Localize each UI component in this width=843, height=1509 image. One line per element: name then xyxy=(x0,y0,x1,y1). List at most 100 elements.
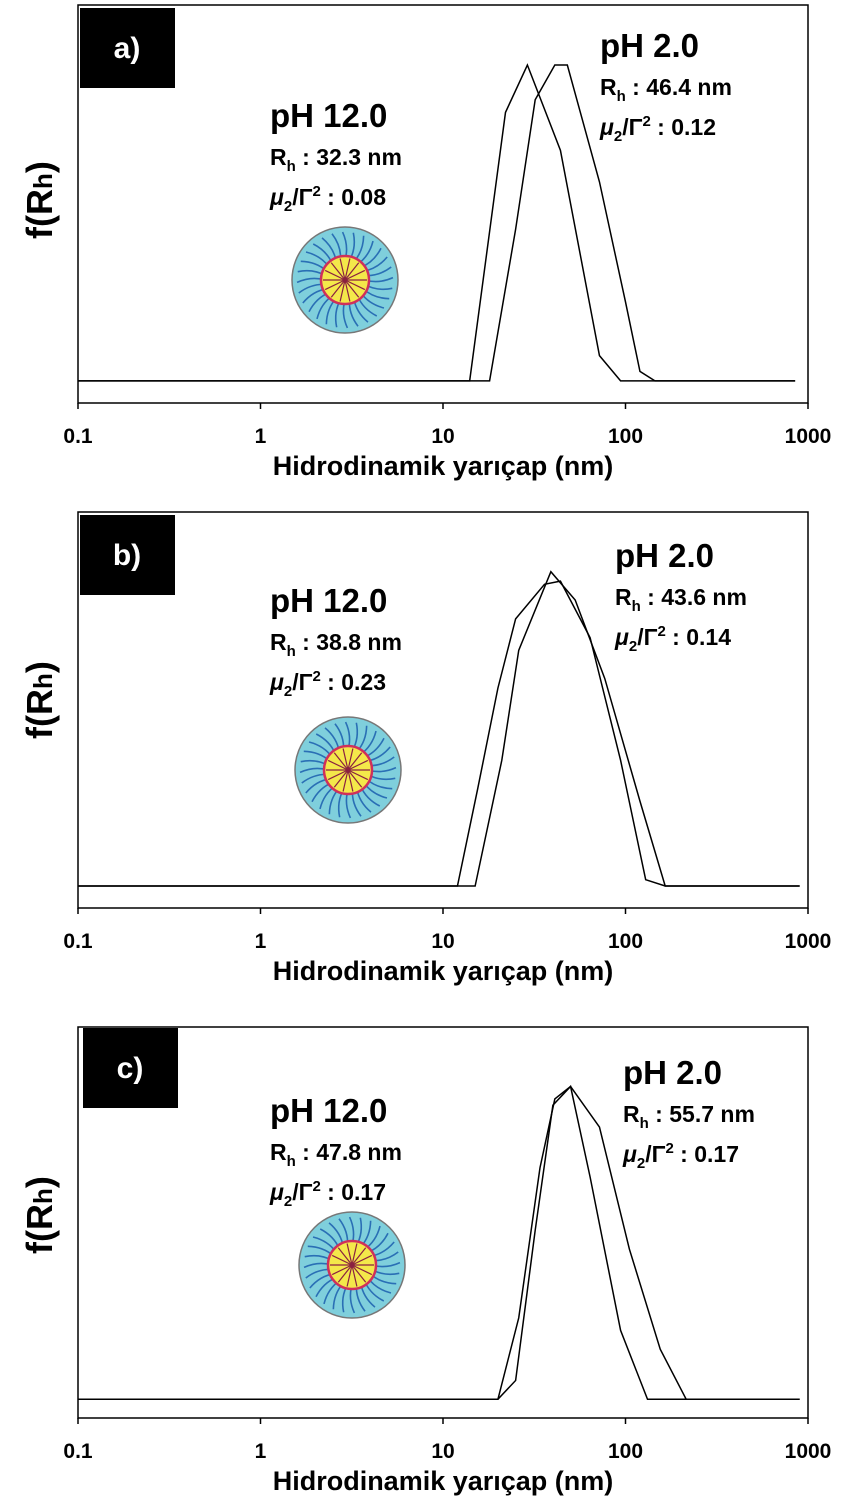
x-tick-label: 0.1 xyxy=(63,1440,93,1463)
micelle-core-chain xyxy=(327,759,349,771)
panel-label-box xyxy=(80,515,175,595)
micelle-core-chain xyxy=(339,258,346,281)
micelle-core-chain xyxy=(346,1243,353,1266)
annotation-part: /Γ xyxy=(622,114,642,140)
annotation-part: h xyxy=(287,158,296,175)
annotation-rh: Rh : 46.4 nm xyxy=(600,74,732,105)
annotation-part: h xyxy=(287,1153,296,1170)
annotation-title: pH 12.0 xyxy=(270,1092,387,1129)
x-tick-label: 100 xyxy=(608,425,643,448)
annotation-part: R xyxy=(270,1139,287,1165)
micelle-core-chain xyxy=(347,748,354,771)
x-tick-label: 1000 xyxy=(785,930,832,953)
y-axis-label-part: f(R xyxy=(19,1204,60,1254)
micelle-core-chain xyxy=(351,1247,367,1266)
data-line xyxy=(78,64,796,382)
x-tick-label: 10 xyxy=(431,930,454,953)
y-axis-label-part: ) xyxy=(19,1176,60,1188)
annotation-part: 2 xyxy=(629,638,637,655)
annotation-part: R xyxy=(623,1101,640,1127)
data-line xyxy=(78,63,796,382)
annotation-part: μ xyxy=(599,114,614,140)
micelle-core-chain xyxy=(347,752,363,771)
y-axis-label-part: f(R xyxy=(19,689,60,739)
micelle-core-chain xyxy=(342,769,349,792)
annotation-part: 2 xyxy=(665,1140,673,1157)
annotation-part: R xyxy=(270,144,287,170)
annotation-pdi: μ2/Γ2 : 0.17 xyxy=(269,1178,386,1210)
annotation-part: 2 xyxy=(312,1178,320,1195)
micelle-core-chain xyxy=(347,769,363,788)
annotation-pdi: μ2/Γ2 : 0.23 xyxy=(269,668,386,700)
annotation-title: pH 12.0 xyxy=(270,582,387,619)
annotation-pdi: μ2/Γ2 : 0.08 xyxy=(269,183,386,215)
annotation-part: : 32.3 nm xyxy=(296,144,402,170)
annotation-part: : 0.12 xyxy=(651,114,716,140)
x-tick-label: 1 xyxy=(255,930,267,953)
micelle-core-chain xyxy=(324,269,346,281)
x-tick-label: 10 xyxy=(431,425,454,448)
x-tick-label: 10 xyxy=(431,1440,454,1463)
annotation-part: /Γ xyxy=(645,1141,665,1167)
annotation-part: : 0.17 xyxy=(321,1179,386,1205)
annotation-part: : 55.7 nm xyxy=(649,1101,755,1127)
annotation-pdi: μ2/Γ2 : 0.12 xyxy=(599,113,716,145)
annotation-title: pH 2.0 xyxy=(615,537,714,574)
x-tick-label: 1 xyxy=(255,425,267,448)
micelle-core-chain xyxy=(337,1264,353,1283)
micelle-core-chain xyxy=(351,1264,367,1283)
annotation-part: : 0.08 xyxy=(321,184,386,210)
annotation-title: pH 2.0 xyxy=(623,1054,722,1091)
y-axis-label-part: ) xyxy=(19,161,60,173)
x-axis-label: Hidrodinamik yarıçap (nm) xyxy=(273,451,614,481)
annotation-part: 2 xyxy=(284,198,292,215)
panel-label: c) xyxy=(117,1052,144,1085)
micelle-core-chain xyxy=(351,1264,373,1276)
annotation-part: h xyxy=(640,1115,649,1132)
panel-label: a) xyxy=(114,32,141,65)
annotation-part: : 0.17 xyxy=(674,1141,739,1167)
annotation-rh: Rh : 32.3 nm xyxy=(270,144,402,175)
y-axis-label-part: h xyxy=(28,1188,58,1204)
micelle-core-chain xyxy=(351,1243,358,1266)
annotation-part: : 0.14 xyxy=(666,624,731,650)
annotation-part: 2 xyxy=(312,668,320,685)
micelle-core-chain xyxy=(342,748,349,771)
micelle-core-chain xyxy=(344,269,366,281)
x-axis-label: Hidrodinamik yarıçap (nm) xyxy=(273,1466,614,1496)
y-axis-label: f(Rh) xyxy=(19,661,60,739)
micelle-core-chain xyxy=(351,1264,358,1287)
annotation-part: : 46.4 nm xyxy=(626,74,732,100)
micelle-core-chain xyxy=(351,1254,373,1266)
x-tick-label: 1000 xyxy=(785,425,832,448)
annotation-rh: Rh : 43.6 nm xyxy=(615,584,747,615)
annotation-part: R xyxy=(615,584,632,610)
annotation-part: μ xyxy=(269,669,284,695)
micelle-core-chain xyxy=(331,1254,353,1266)
data-line xyxy=(78,570,800,887)
x-tick-label: 100 xyxy=(608,1440,643,1463)
annotation-part: : 47.8 nm xyxy=(296,1139,402,1165)
annotation-part: : 38.8 nm xyxy=(296,629,402,655)
x-tick-label: 1 xyxy=(255,1440,267,1463)
data-line xyxy=(78,1084,800,1400)
annotation-part: R xyxy=(600,74,617,100)
x-tick-label: 1000 xyxy=(785,1440,832,1463)
annotation-part: 2 xyxy=(284,683,292,700)
annotation-part: /Γ xyxy=(292,184,312,210)
annotation-part: 2 xyxy=(657,623,665,640)
x-tick-label: 100 xyxy=(608,930,643,953)
panel-label: b) xyxy=(113,539,141,572)
micelle-core-chain xyxy=(324,279,346,291)
micelle-core-chain xyxy=(339,279,346,302)
annotation-pdi: μ2/Γ2 : 0.17 xyxy=(622,1140,739,1172)
micelle-core-chain xyxy=(330,262,346,281)
micelle-core-chain xyxy=(330,279,346,298)
micelle-core-chain xyxy=(344,258,351,281)
annotation-rh: Rh : 55.7 nm xyxy=(623,1101,755,1132)
micelle-core-chain xyxy=(344,279,351,302)
annotation-part: : 43.6 nm xyxy=(641,584,747,610)
y-axis-label-part: f(R xyxy=(19,189,60,239)
panel-label-box xyxy=(83,1028,178,1108)
micelle-core-chain xyxy=(327,769,349,781)
